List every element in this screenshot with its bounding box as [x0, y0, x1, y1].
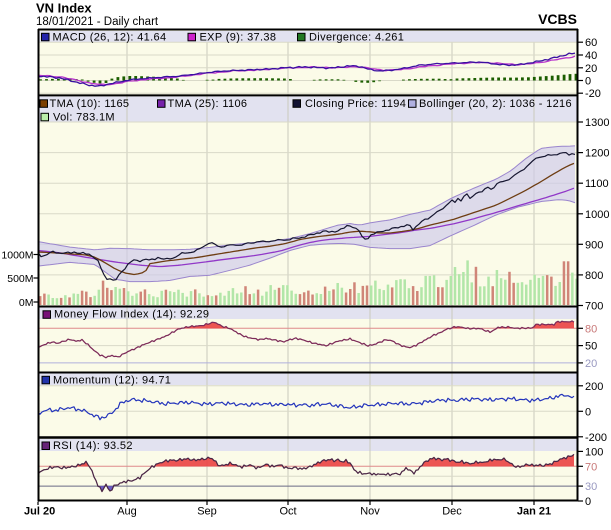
- svg-text:40: 40: [585, 50, 597, 62]
- svg-text:60: 60: [585, 37, 597, 49]
- svg-text:Nov: Nov: [360, 506, 380, 518]
- svg-text:20: 20: [585, 358, 597, 370]
- svg-text:MACD (26, 12): 41.64: MACD (26, 12): 41.64: [53, 31, 167, 43]
- svg-text:Closing Price: 1194: Closing Price: 1194: [305, 98, 406, 110]
- svg-text:80: 80: [585, 323, 597, 335]
- svg-text:18/01/2021 - Daily chart: 18/01/2021 - Daily chart: [36, 16, 159, 28]
- svg-text:1000M: 1000M: [1, 249, 33, 261]
- svg-text:VN Index: VN Index: [36, 1, 92, 16]
- svg-text:Oct: Oct: [279, 506, 296, 518]
- svg-text:800: 800: [585, 270, 603, 282]
- svg-text:TMA (25): 1106: TMA (25): 1106: [168, 98, 248, 110]
- svg-text:EXP (9): 37.38: EXP (9): 37.38: [200, 31, 277, 43]
- svg-text:900: 900: [585, 239, 603, 251]
- svg-text:Sep: Sep: [197, 506, 217, 518]
- svg-text:Vol: 783.1M: Vol: 783.1M: [53, 112, 115, 124]
- svg-text:700: 700: [585, 301, 603, 313]
- svg-text:Divergence: 4.261: Divergence: 4.261: [309, 31, 404, 43]
- svg-text:100: 100: [585, 446, 603, 458]
- svg-text:30: 30: [585, 481, 597, 493]
- svg-text:500M: 500M: [7, 273, 33, 285]
- svg-text:0M: 0M: [19, 297, 34, 309]
- svg-text:1000: 1000: [585, 209, 609, 221]
- svg-text:20: 20: [585, 63, 597, 75]
- svg-text:200: 200: [585, 381, 603, 393]
- svg-text:TMA (10): 1165: TMA (10): 1165: [50, 98, 130, 110]
- svg-text:1300: 1300: [585, 117, 609, 129]
- svg-text:50: 50: [585, 341, 597, 353]
- svg-text:Jul 20: Jul 20: [24, 506, 55, 518]
- svg-text:0: 0: [585, 406, 591, 418]
- svg-text:Dec: Dec: [442, 506, 462, 518]
- svg-text:0: 0: [585, 496, 591, 508]
- svg-text:70: 70: [585, 461, 597, 473]
- svg-text:VCBS: VCBS: [538, 11, 577, 27]
- svg-text:-20: -20: [585, 88, 601, 100]
- svg-text:1200: 1200: [585, 148, 609, 160]
- svg-text:Bollinger (20, 2): 1036 - 1216: Bollinger (20, 2): 1036 - 1216: [419, 98, 572, 110]
- svg-text:-200: -200: [585, 432, 607, 444]
- svg-text:0: 0: [585, 76, 591, 88]
- svg-text:1100: 1100: [585, 178, 609, 190]
- svg-text:Money Flow Index (14): 92.29: Money Flow Index (14): 92.29: [54, 309, 209, 321]
- svg-text:Jan 21: Jan 21: [517, 506, 551, 518]
- svg-text:Aug: Aug: [117, 506, 137, 518]
- svg-text:RSI (14): 93.52: RSI (14): 93.52: [53, 440, 133, 452]
- svg-text:Momentum (12): 94.71: Momentum (12): 94.71: [53, 374, 171, 386]
